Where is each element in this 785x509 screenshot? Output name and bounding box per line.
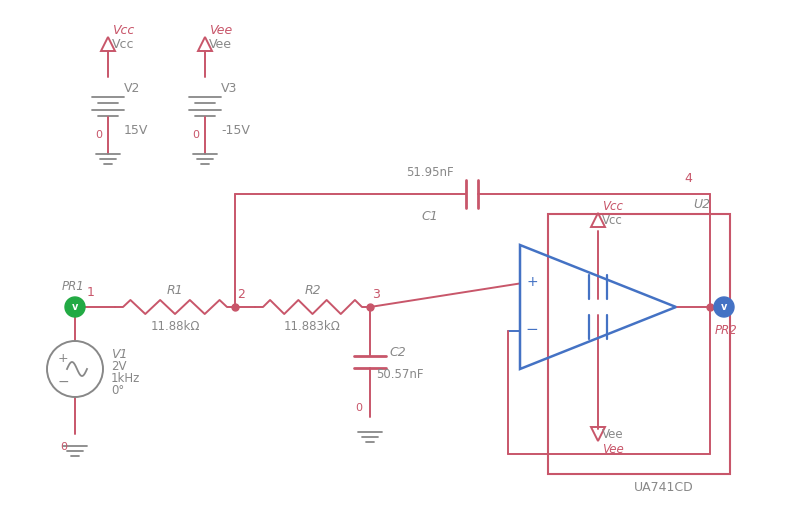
Text: Vcc: Vcc [112, 23, 134, 37]
Text: 3: 3 [372, 287, 380, 300]
Text: 2V: 2V [111, 360, 126, 373]
Text: Vee: Vee [209, 38, 232, 50]
Text: Vcc: Vcc [112, 38, 134, 50]
Text: 11.883kΩ: 11.883kΩ [284, 319, 341, 332]
Text: 0°: 0° [111, 384, 124, 397]
Text: 0: 0 [95, 130, 102, 140]
Text: C1: C1 [422, 210, 438, 223]
Text: Vee: Vee [209, 23, 232, 37]
Text: 50.57nF: 50.57nF [376, 367, 424, 380]
Text: 0: 0 [192, 130, 199, 140]
Text: Vcc: Vcc [602, 199, 623, 212]
Text: Vee: Vee [602, 428, 623, 441]
Text: PR2: PR2 [714, 323, 737, 336]
Text: V2: V2 [124, 81, 141, 94]
Text: −: − [57, 374, 69, 388]
Text: C2: C2 [389, 345, 407, 358]
Text: 15V: 15V [124, 123, 148, 136]
Text: U2: U2 [693, 197, 710, 210]
Text: +: + [57, 351, 68, 364]
Text: PR1: PR1 [62, 279, 84, 292]
Text: -15V: -15V [221, 123, 250, 136]
Text: 2: 2 [237, 287, 245, 300]
Text: 0: 0 [355, 402, 362, 412]
Text: +: + [526, 275, 538, 289]
Text: 4: 4 [684, 172, 692, 185]
Text: 51.95nF: 51.95nF [406, 166, 454, 179]
Text: v: v [71, 301, 79, 312]
Text: Vee: Vee [602, 443, 624, 456]
Text: v: v [721, 301, 727, 312]
Circle shape [714, 297, 734, 318]
Text: V1: V1 [111, 348, 127, 361]
Circle shape [65, 297, 85, 318]
Text: UA741CD: UA741CD [634, 480, 694, 494]
Text: V3: V3 [221, 81, 237, 94]
Text: 11.88kΩ: 11.88kΩ [150, 319, 199, 332]
Text: 1: 1 [87, 285, 95, 298]
Text: R1: R1 [166, 283, 184, 296]
Text: Vcc: Vcc [602, 213, 623, 226]
Text: 0: 0 [60, 441, 67, 451]
Text: R2: R2 [304, 283, 321, 296]
Text: 1kHz: 1kHz [111, 372, 141, 385]
Text: −: − [526, 321, 539, 336]
